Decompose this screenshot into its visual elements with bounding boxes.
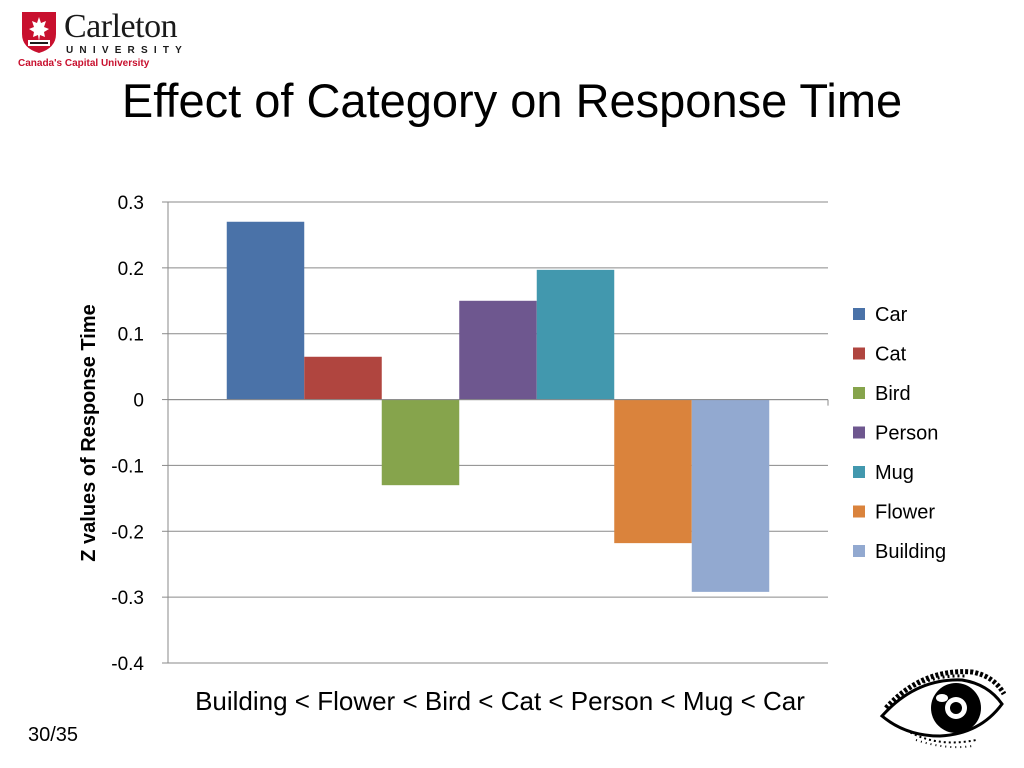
bar-car bbox=[226, 221, 305, 400]
bar-person bbox=[459, 300, 537, 400]
legend-label: Cat bbox=[875, 344, 907, 366]
y-tick-label: 0.1 bbox=[118, 325, 144, 346]
legend-swatch bbox=[853, 347, 865, 360]
legend-label: Flower bbox=[875, 502, 935, 524]
slide-title: Effect of Category on Response Time bbox=[121, 74, 903, 127]
legend-label: Bird bbox=[875, 383, 911, 405]
logo-university: UNIVERSITY bbox=[66, 45, 189, 56]
bar-mug bbox=[536, 269, 615, 400]
legend-item-cat: Cat bbox=[853, 344, 907, 366]
y-tick-labels: 0.3 0.2 0.1 0 -0.1 -0.2 -0.3 -0.4 bbox=[111, 193, 144, 675]
legend-label: Person bbox=[875, 423, 938, 445]
axes bbox=[167, 202, 829, 663]
y-axis-label: Z values of Response Time bbox=[78, 304, 100, 562]
legend-swatch bbox=[853, 387, 865, 399]
legend-swatch bbox=[853, 466, 865, 478]
y-tick-label: -0.3 bbox=[111, 588, 144, 609]
carleton-logo: Carleton UNIVERSITY Canada's Capital Uni… bbox=[14, 8, 184, 70]
bar-building bbox=[691, 399, 770, 592]
bars bbox=[226, 221, 770, 592]
y-tick-label: 0.2 bbox=[118, 259, 144, 280]
bar-flower bbox=[614, 399, 692, 544]
legend-label: Building bbox=[875, 541, 946, 563]
legend-item-person: Person bbox=[853, 423, 938, 445]
y-tick-label: -0.2 bbox=[111, 522, 144, 543]
logo-name: Carleton bbox=[64, 8, 178, 45]
bar-cat bbox=[304, 356, 382, 400]
legend-item-mug: Mug bbox=[853, 462, 914, 484]
legend-item-flower: Flower bbox=[853, 502, 935, 524]
legend-item-car: Car bbox=[853, 304, 908, 326]
y-tick-label: 0 bbox=[133, 391, 144, 412]
legend-swatch bbox=[853, 545, 865, 557]
legend-item-bird: Bird bbox=[853, 383, 911, 405]
legend-swatch bbox=[853, 426, 865, 439]
y-tick-label: -0.1 bbox=[111, 456, 144, 477]
x-axis-label: Building < Flower < Bird < Cat < Person … bbox=[195, 686, 805, 716]
logo-tagline: Canada's Capital University bbox=[18, 58, 150, 69]
page-number: 30/35 bbox=[28, 724, 79, 746]
legend-item-building: Building bbox=[853, 541, 946, 563]
legend: Car Cat Bird Person Mug Flower Building bbox=[853, 304, 946, 563]
y-tick-label: -0.4 bbox=[111, 654, 144, 675]
eye-icon bbox=[879, 669, 1006, 749]
y-tick-label: 0.3 bbox=[118, 193, 144, 214]
legend-label: Mug bbox=[875, 462, 914, 484]
legend-swatch bbox=[853, 308, 865, 320]
legend-swatch bbox=[853, 505, 865, 518]
carleton-crest-icon bbox=[22, 12, 56, 53]
bar-bird bbox=[381, 399, 460, 486]
legend-label: Car bbox=[875, 304, 908, 326]
